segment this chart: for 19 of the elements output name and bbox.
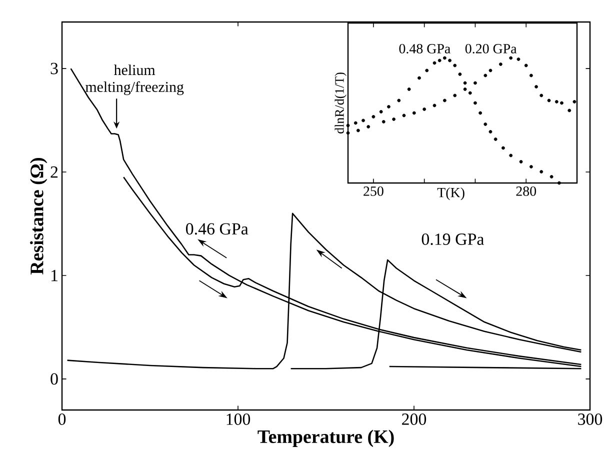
x-tick-label: 300 — [578, 414, 602, 425]
series-label: 0.48 GPa — [399, 44, 450, 54]
y-tick-label: 2 — [50, 166, 58, 178]
series-label: 0.20 GPa — [465, 44, 517, 54]
x-tick-label: 100 — [226, 414, 250, 425]
y-axis-title: Resistance (Ω) — [30, 158, 48, 274]
x-tick-label: 280 — [516, 186, 536, 196]
x-tick-label: 0 — [58, 414, 66, 425]
y-axis-title: dlnR/d(1/T) — [334, 72, 346, 134]
x-tick-label: 200 — [402, 414, 426, 425]
y-tick-label: 3 — [50, 62, 58, 74]
y-tick-label: 1 — [52, 270, 58, 282]
x-axis-title: T(K) — [437, 187, 464, 200]
x-axis-title: Temperature (K) — [258, 430, 394, 447]
annotation: 0.19 GPa — [422, 234, 484, 246]
y-tick-label: 0 — [50, 373, 58, 385]
annotation: 0.46 GPa — [186, 223, 248, 235]
x-tick-label: 250 — [364, 186, 384, 196]
annotation: helium melting/freezing — [86, 64, 184, 96]
